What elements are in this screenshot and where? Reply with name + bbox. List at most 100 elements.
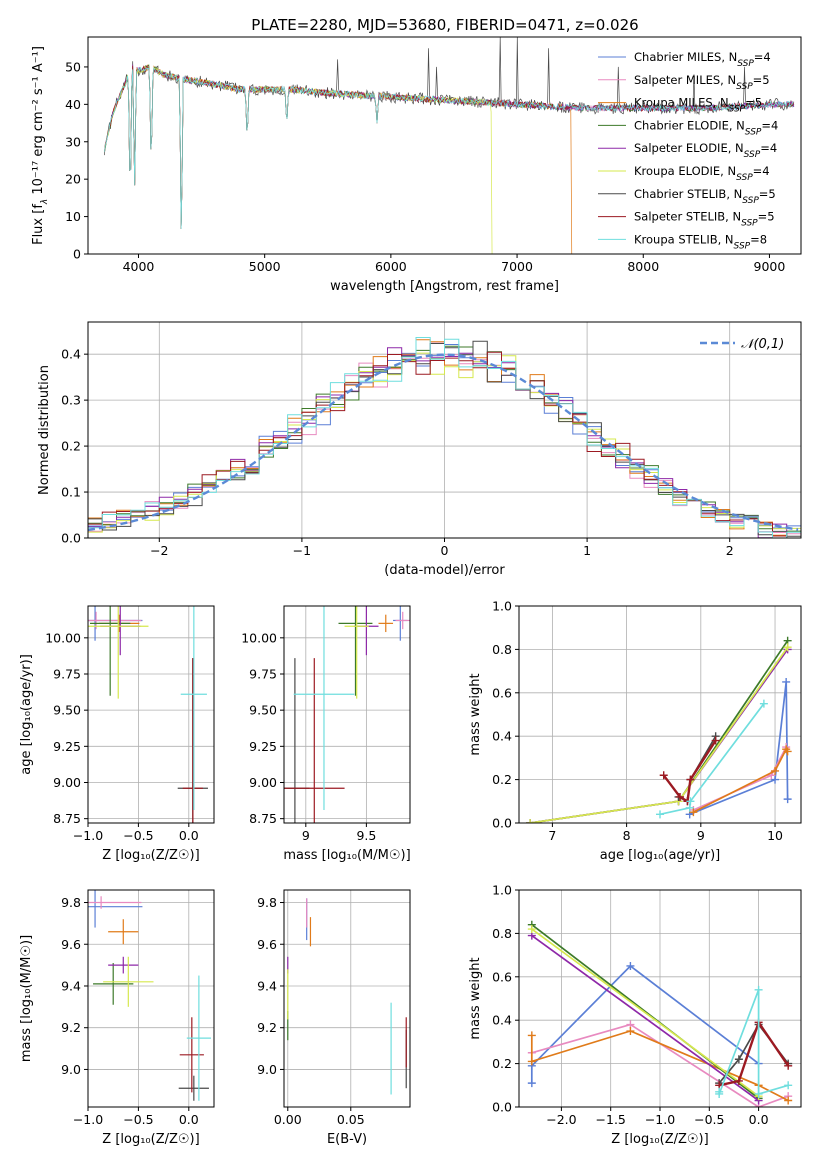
- age-vs-Z-ylabel: age [log₁₀(age/yr)]: [19, 654, 34, 775]
- x-tick-label: −2: [150, 543, 168, 558]
- legend-label: Chabrier MILES, NSSP=4: [634, 50, 771, 69]
- legend-label: Kroupa ELODIE, NSSP=4: [634, 164, 770, 183]
- x-tick-label: 9: [697, 828, 705, 843]
- x-tick-label: −0.5: [123, 828, 153, 843]
- weight-marker-s_stelib: [711, 736, 720, 745]
- x-tick-label: −2.0: [546, 1112, 576, 1127]
- legend-label: Salpeter ELODIE, NSSP=4: [634, 141, 777, 160]
- age-vs-Z-panel: −1.0 −0.5 0.0 8.75 9.00 9.25 9.50 9.75 10.00 Z [l…: [19, 605, 215, 863]
- age-vs-Z-plot-area: [88, 606, 208, 823]
- y-tick-label: 0.3: [61, 393, 81, 408]
- spectrum-line-k_stelib: [104, 66, 794, 230]
- y-tick-label: 9.00: [53, 775, 81, 790]
- x-tick-label: 4000: [123, 259, 155, 274]
- legend-label: Chabrier ELODIE, NSSP=4: [634, 118, 778, 137]
- x-tick-label: 6000: [375, 259, 407, 274]
- weight-line-c_miles: [530, 964, 760, 1084]
- x-tick-label: 7: [548, 828, 556, 843]
- weight-marker-k_elodie: [783, 643, 792, 652]
- y-tick-label: 0.0: [492, 1100, 512, 1115]
- y-tick-label: 0.2: [61, 439, 81, 454]
- x-tick-label: −0.5: [123, 1112, 153, 1127]
- legend-label: Kroupa STELIB, NSSP=8: [634, 232, 767, 251]
- weight-vs-age-ylabel: mass weight: [468, 673, 483, 755]
- residuals-xlabel: (data-model)/error: [384, 563, 505, 578]
- weight-marker-k_stelib: [754, 1089, 763, 1098]
- y-tick-label: 0: [73, 247, 81, 262]
- x-tick-label: 2: [726, 543, 734, 558]
- y-tick-label: 0.6: [492, 969, 512, 984]
- spectrum-frame: [87, 36, 802, 255]
- gaussian-curve: [88, 353, 799, 532]
- mass-vs-ebv-xlabel: E(B-V): [327, 1132, 367, 1147]
- age-vs-Z-xlabel: Z [log₁₀(Z/Z☉)]: [102, 848, 199, 863]
- y-tick-label: 0.2: [492, 772, 512, 787]
- y-tick-label: 50: [65, 59, 81, 74]
- age-vs-Z-frame: [87, 605, 215, 824]
- figure-title: PLATE=2280, MJD=53680, FIBERID=0471, z=0…: [251, 16, 638, 34]
- mass-vs-ebv-plot-area: [287, 898, 407, 1095]
- weight-marker-k_miles: [771, 766, 780, 775]
- weight-marker-k_stelib: [784, 1081, 793, 1090]
- y-tick-label: 0.0: [492, 816, 512, 831]
- weight-marker-k_stelib: [754, 985, 763, 994]
- weight-marker-k_miles: [783, 747, 792, 756]
- residuals-ylabel: Normed distribution: [37, 365, 52, 495]
- weight-line-s_miles: [531, 1023, 789, 1107]
- weight-marker-c_miles: [783, 795, 792, 804]
- spectrum-ylabel: Flux [fλ 10⁻¹⁷ erg cm⁻² s⁻¹ A⁻¹]: [31, 46, 50, 245]
- weight-vs-age-plot-area: [526, 636, 792, 823]
- residuals-plot-area: [88, 337, 801, 538]
- weight-vs-Z-plot-area: [527, 920, 793, 1107]
- y-tick-label: 0.8: [492, 642, 512, 657]
- legend-label: Chabrier STELIB, NSSP=5: [634, 187, 776, 206]
- spectrum-line-k_elodie: [104, 65, 493, 254]
- y-tick-label: 9.50: [53, 703, 81, 718]
- age-vs-mass-xlabel: mass [log₁₀(M/M☉)]: [283, 848, 410, 863]
- x-tick-label: −1: [293, 543, 311, 558]
- legend-label: Salpeter STELIB, NSSP=5: [634, 210, 775, 229]
- x-tick-label: 10: [767, 828, 783, 843]
- weight-marker-c_miles: [771, 775, 780, 784]
- weight-marker-k_stelib: [685, 803, 694, 812]
- mass-vs-Z-frame: [87, 889, 215, 1108]
- weight-marker-s_stelib: [784, 1061, 793, 1070]
- weight-marker-s_stelib: [686, 775, 695, 784]
- age-vs-mass-panel: 9 9.5 8.75 9.00 9.25 9.50 9.75 10.00 mass [log₁₀…: [241, 605, 411, 863]
- x-tick-label: 0.0: [179, 1112, 199, 1127]
- weight-marker-k_elodie: [526, 819, 535, 823]
- y-tick-label: 40: [65, 97, 81, 112]
- y-tick-label: 9.50: [249, 703, 277, 718]
- weight-line-s_elodie: [531, 934, 760, 1102]
- x-tick-label: 8000: [627, 259, 659, 274]
- mass-vs-ebv-panel: 0.00 0.05 9.0 9.2 9.4 9.6 9.8 E(B-V): [257, 889, 411, 1147]
- y-tick-label: 9.0: [61, 1062, 81, 1077]
- legend-label: 𝒩(0,1): [741, 337, 784, 352]
- weight-vs-Z-panel: −2.0 −1.5 −1.0 −0.5 0.0 0.0 0.2 0.4 0.6 0.8 1.0 Z […: [468, 883, 802, 1147]
- weight-marker-k_miles: [626, 1027, 635, 1036]
- y-tick-label: 9.25: [249, 739, 277, 754]
- weight-line-s_stelib: [718, 1019, 790, 1087]
- weight-marker-k_stelib: [686, 797, 695, 806]
- weight-vs-Z-frame: [518, 889, 802, 1108]
- weight-marker-k_miles: [527, 1031, 536, 1040]
- weight-marker-c_miles: [626, 961, 635, 970]
- x-tick-label: 5000: [249, 259, 281, 274]
- legend-label: Kroupa MILES, NSSP=5: [634, 96, 762, 115]
- y-tick-label: 30: [65, 134, 81, 149]
- y-tick-label: 8.75: [53, 811, 81, 826]
- weight-line-c_elodie: [529, 640, 789, 823]
- weight-marker-s_stelib: [734, 1076, 743, 1085]
- age-vs-mass-frame: [283, 605, 411, 824]
- y-tick-label: 9.8: [257, 895, 277, 910]
- weight-vs-age-frame: [518, 605, 802, 824]
- weight-line-k_elodie: [529, 646, 789, 823]
- x-tick-label: −0.5: [694, 1112, 724, 1127]
- weight-marker-k_stelib: [759, 699, 768, 708]
- x-tick-label: 7000: [501, 259, 533, 274]
- residuals-frame: [87, 321, 802, 539]
- weight-vs-Z-xlabel: Z [log₁₀(Z/Z☉)]: [611, 1132, 708, 1147]
- y-tick-label: 9.75: [53, 666, 81, 681]
- y-tick-label: 9.00: [249, 775, 277, 790]
